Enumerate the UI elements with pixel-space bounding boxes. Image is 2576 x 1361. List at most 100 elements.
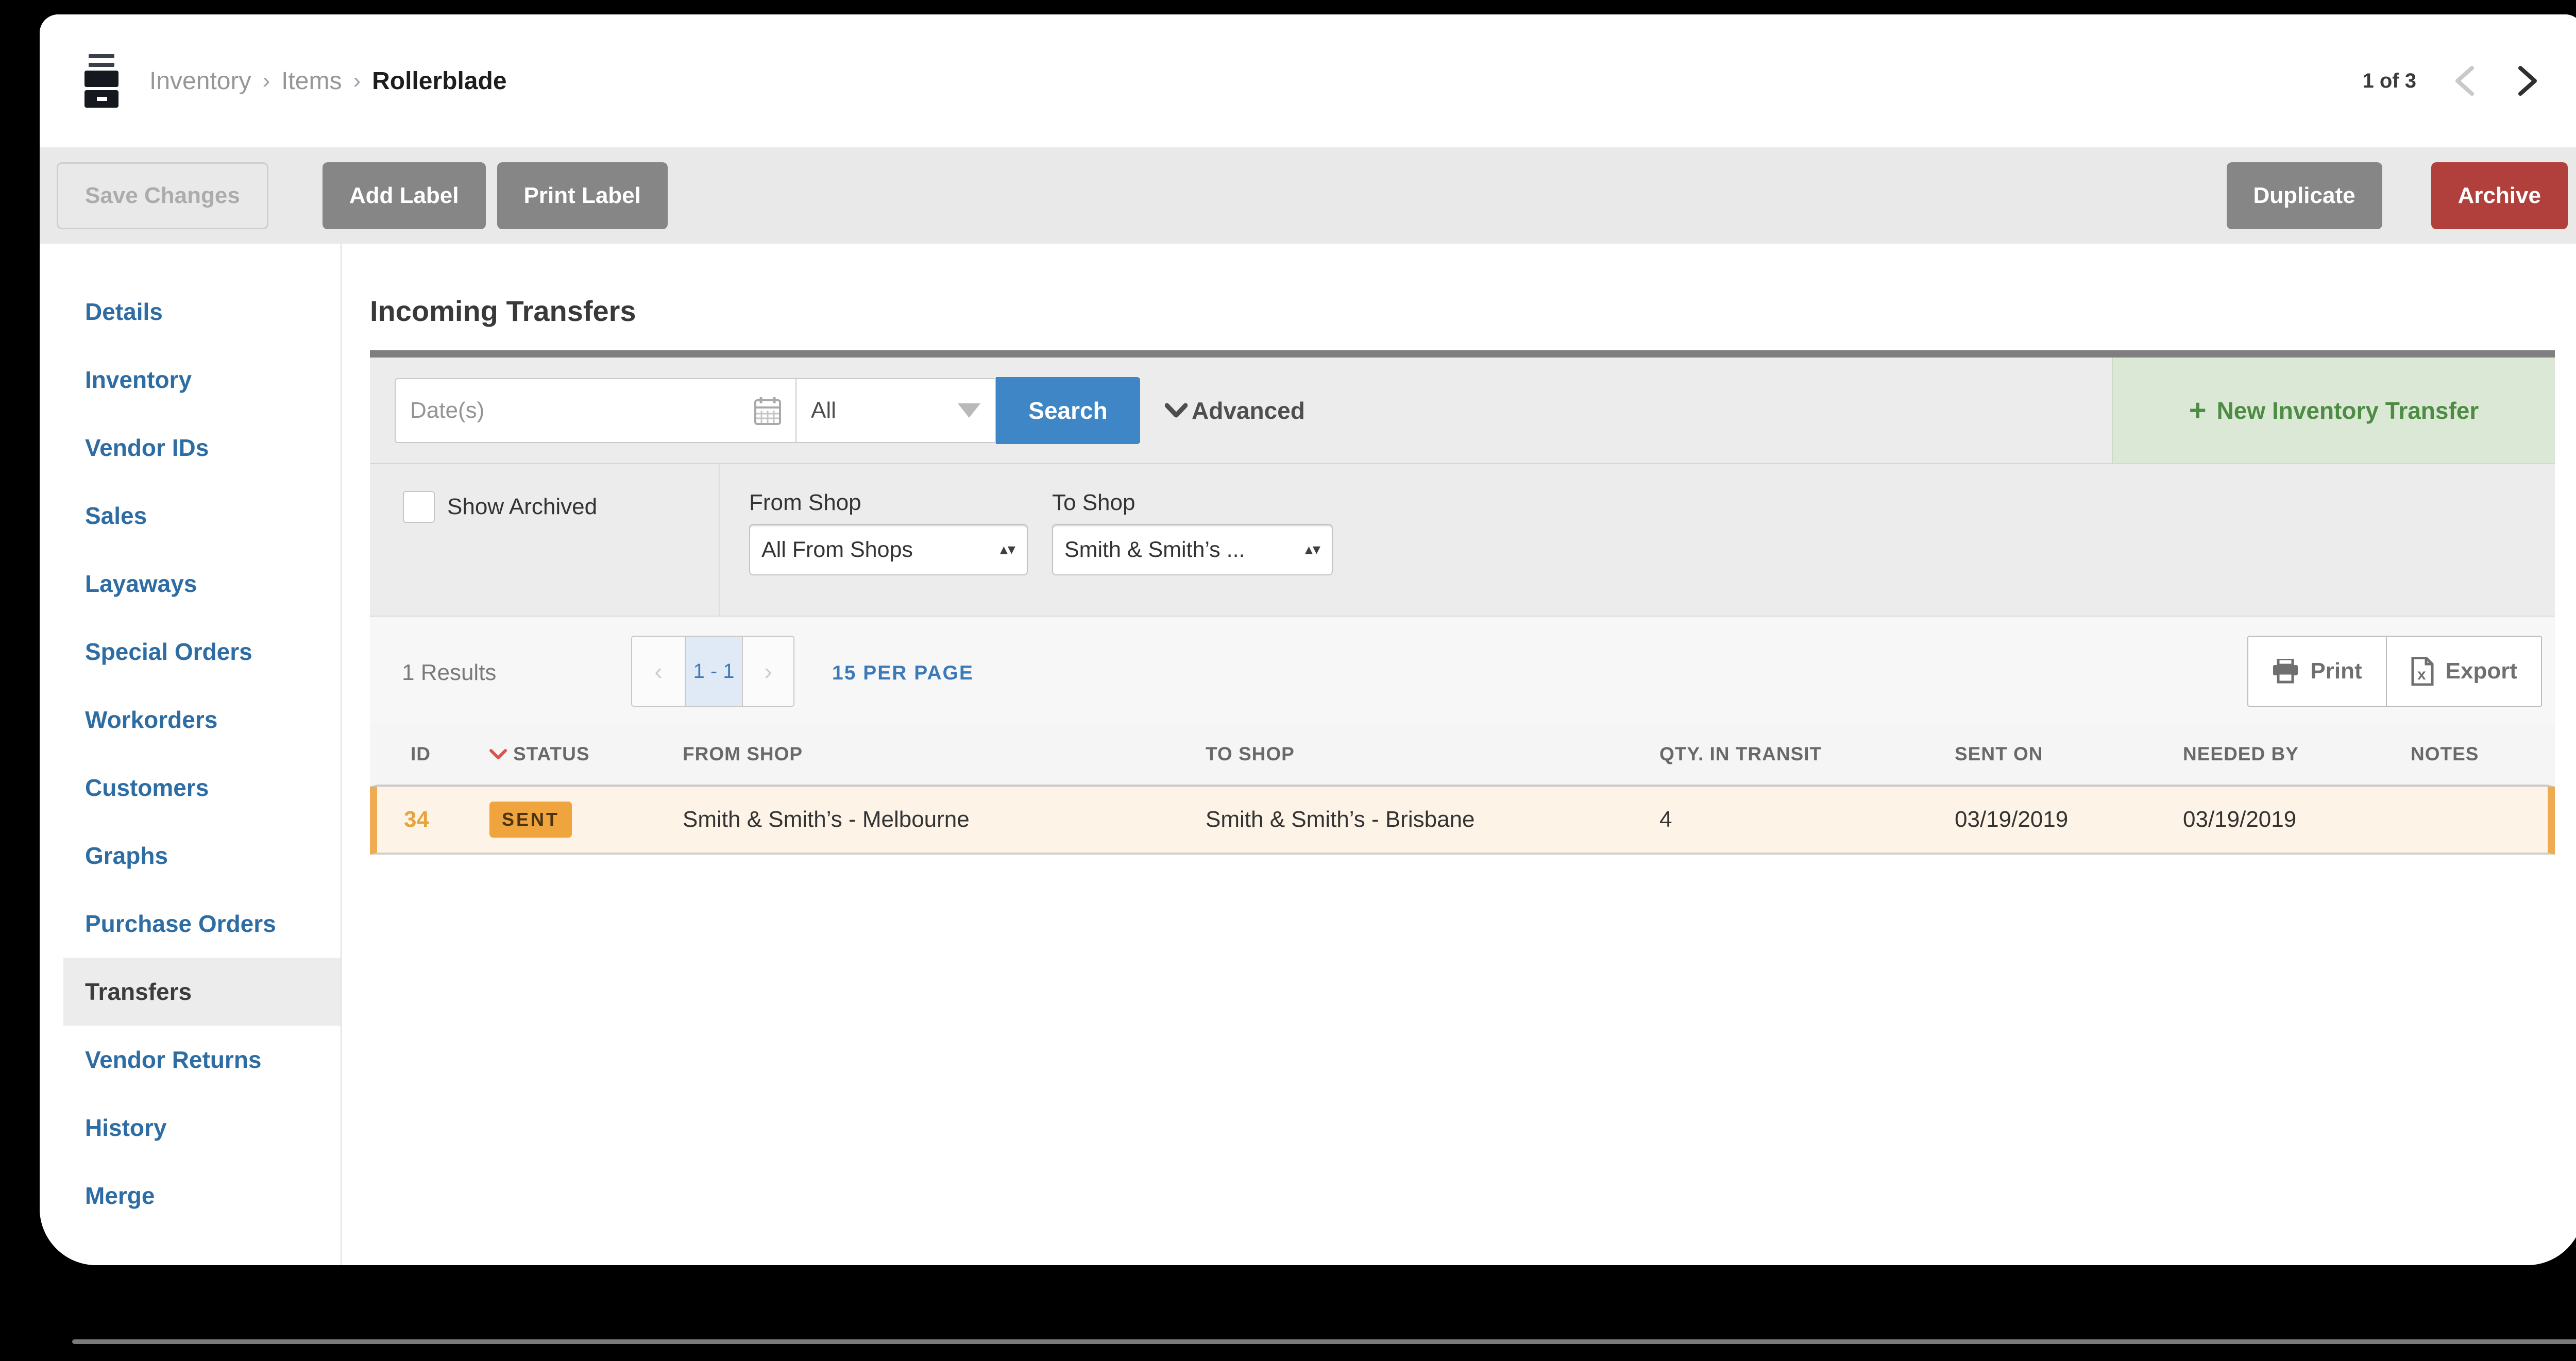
export-label: Export [2445, 658, 2517, 684]
pagination: ‹ 1 - 1 › [631, 636, 794, 707]
print-label-button[interactable]: Print Label [497, 162, 668, 229]
column-header-to-shop[interactable]: TO SHOP [1206, 743, 1295, 764]
new-inventory-transfer-button[interactable]: + New Inventory Transfer [2112, 358, 2555, 463]
per-page-selector[interactable]: 15 PER PAGE [832, 662, 974, 684]
print-button[interactable]: Print [2248, 637, 2385, 706]
print-export-group: Print x Export [2247, 636, 2542, 707]
sidebar-item-inventory[interactable]: Inventory [85, 366, 192, 393]
show-archived-label: Show Archived [447, 494, 598, 519]
sidebar-item-history[interactable]: History [85, 1114, 167, 1141]
archived-filter-zone: Show Archived [370, 464, 720, 616]
window-shadow-edge [72, 1339, 2576, 1344]
to-shop-value: Smith & Smith’s ... [1064, 537, 1245, 562]
show-archived-checkbox[interactable] [403, 491, 435, 523]
sort-descending-icon [489, 749, 507, 759]
sidebar-item-sales[interactable]: Sales [85, 502, 147, 529]
content-area: Details Inventory Vendor IDs Sales Layaw… [40, 244, 2576, 1265]
from-shop-select[interactable]: All From Shops ▴▾ [749, 524, 1028, 575]
archive-button[interactable]: Archive [2431, 162, 2568, 229]
excel-export-icon: x [2411, 657, 2434, 686]
date-placeholder: Date(s) [410, 397, 485, 423]
search-row: Date(s) [370, 358, 2555, 463]
transfers-main: Incoming Transfers Date(s) [342, 244, 2576, 1265]
header-bar: Inventory › Items › Rollerblade 1 of 3 [40, 14, 2576, 147]
transfers-table-header: ID STATUS FROM SHOP TO SHOP QTY. IN TRAN… [370, 724, 2555, 787]
add-label-button[interactable]: Add Label [322, 162, 486, 229]
column-header-needed-by[interactable]: NEEDED BY [2183, 743, 2299, 764]
column-header-qty-in-transit[interactable]: QTY. IN TRANSIT [1659, 743, 1822, 764]
page-next-button[interactable]: › [764, 658, 772, 685]
app-window: Inventory › Items › Rollerblade 1 of 3 S… [40, 14, 2576, 1265]
export-button[interactable]: x Export [2385, 637, 2541, 706]
select-updown-icon: ▴▾ [1304, 540, 1320, 558]
date-filter-input[interactable]: Date(s) [395, 378, 796, 443]
sidebar-item-details[interactable]: Details [85, 298, 163, 325]
transfer-status-cell: SENT [489, 802, 683, 838]
breadcrumb-current-item: Rollerblade [372, 67, 507, 95]
search-scope-select[interactable]: All [796, 378, 996, 443]
sidebar-item-workorders[interactable]: Workorders [85, 706, 218, 733]
chevron-down-icon [1165, 403, 1188, 417]
pager-count-label: 1 of 3 [2362, 69, 2416, 92]
page-title: Incoming Transfers [370, 295, 636, 327]
sidebar-item-transfers[interactable]: Transfers [63, 958, 341, 1026]
results-count: 1 Results [402, 660, 497, 685]
advanced-search-toggle[interactable]: Advanced [1165, 397, 1305, 424]
breadcrumb: Inventory › Items › Rollerblade [149, 67, 507, 95]
breadcrumb-inventory[interactable]: Inventory [149, 67, 251, 95]
transfer-from-shop-cell: Smith & Smith’s - Melbourne [683, 807, 970, 832]
action-toolbar: Save Changes Add Label Print Label Dupli… [40, 147, 2576, 244]
transfer-needed-by-cell: 03/19/2019 [2183, 807, 2297, 832]
breadcrumb-separator: › [353, 68, 361, 93]
duplicate-button[interactable]: Duplicate [2226, 162, 2382, 229]
search-button[interactable]: Search [996, 377, 1140, 444]
dropdown-arrow-icon [958, 403, 980, 418]
printer-icon [2273, 659, 2298, 684]
item-pager: 1 of 3 [2363, 65, 2540, 97]
to-shop-label: To Shop [1052, 490, 1136, 515]
sidebar-item-vendor-returns[interactable]: Vendor Returns [85, 1046, 262, 1073]
transfer-sent-on-cell: 03/19/2019 [1955, 807, 2069, 832]
column-header-from-shop[interactable]: FROM SHOP [683, 743, 803, 764]
sidebar-item-layaways[interactable]: Layaways [85, 570, 197, 597]
to-shop-select[interactable]: Smith & Smith’s ... ▴▾ [1052, 524, 1333, 575]
sidebar-item-graphs[interactable]: Graphs [85, 842, 168, 869]
print-label: Print [2310, 658, 2362, 684]
results-bar: 1 Results ‹ 1 - 1 › 15 PER PAGE [370, 616, 2555, 724]
search-scope-value: All [811, 397, 836, 423]
transfer-to-shop-cell: Smith & Smith’s - Brisbane [1206, 807, 1475, 832]
transfers-panel: Date(s) [370, 350, 2555, 855]
advanced-label: Advanced [1192, 397, 1305, 424]
select-updown-icon: ▴▾ [999, 540, 1015, 558]
column-header-id[interactable]: ID [411, 743, 431, 764]
transfer-id-cell: 34 [404, 807, 429, 832]
from-shop-filter: From Shop All From Shops ▴▾ [749, 490, 1028, 575]
next-item-icon[interactable] [2516, 65, 2540, 97]
sidebar-item-merge[interactable]: Merge [85, 1182, 155, 1209]
breadcrumb-items[interactable]: Items [281, 67, 342, 95]
sidebar-item-purchase-orders[interactable]: Purchase Orders [85, 910, 276, 937]
transfer-qty-cell: 4 [1659, 807, 1672, 832]
page-previous-button[interactable]: ‹ [654, 658, 663, 685]
transfer-row[interactable]: 34 SENT Smith & Smith’s - Melbourne Smit… [370, 787, 2555, 855]
breadcrumb-separator: › [262, 68, 270, 93]
from-shop-label: From Shop [749, 490, 861, 515]
item-sidebar: Details Inventory Vendor IDs Sales Layaw… [40, 244, 342, 1265]
sidebar-item-customers[interactable]: Customers [85, 774, 209, 801]
sidebar-item-special-orders[interactable]: Special Orders [85, 638, 252, 665]
save-changes-button[interactable]: Save Changes [57, 162, 268, 229]
inventory-drawer-icon [84, 54, 118, 108]
sidebar-item-vendor-ids[interactable]: Vendor IDs [85, 434, 209, 461]
to-shop-filter: To Shop Smith & Smith’s ... ▴▾ [1052, 490, 1333, 575]
previous-item-icon[interactable] [2452, 65, 2476, 97]
column-header-notes[interactable]: NOTES [2411, 743, 2479, 764]
from-shop-value: All From Shops [761, 537, 913, 562]
filter-row: Show Archived From Shop All From Shops ▴… [370, 463, 2555, 616]
status-badge: SENT [489, 802, 572, 838]
page-range-indicator: 1 - 1 [685, 637, 743, 706]
svg-text:x: x [2417, 666, 2426, 683]
column-header-status[interactable]: STATUS [489, 743, 683, 765]
new-transfer-label: New Inventory Transfer [2216, 397, 2479, 424]
column-header-sent-on[interactable]: SENT ON [1955, 743, 2043, 764]
